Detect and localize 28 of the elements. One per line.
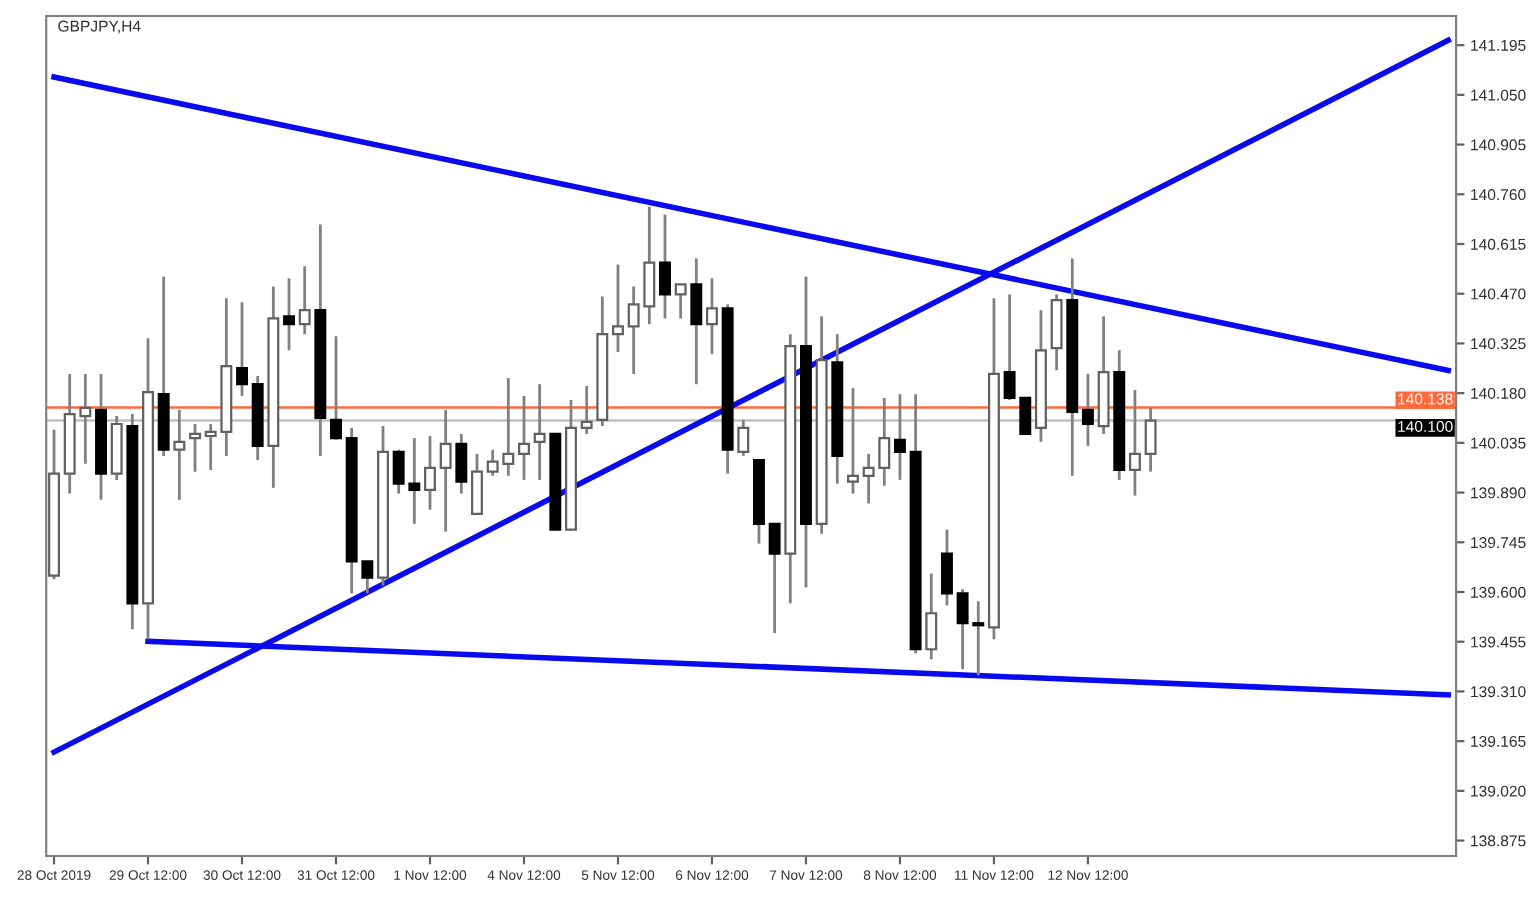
candlestick: [737, 418, 750, 458]
candlestick: [768, 522, 781, 635]
candlestick: [424, 434, 436, 512]
candlestick: [846, 386, 859, 495]
candlestick: [940, 528, 953, 607]
candlestick: [518, 394, 530, 482]
candlestick: [1144, 406, 1157, 474]
candlestick: [189, 422, 201, 474]
candlestick: [580, 384, 593, 436]
candlestick: [455, 432, 468, 495]
candlestick: [893, 392, 906, 482]
candlestick: [330, 334, 342, 442]
candlestick: [283, 276, 295, 352]
candlestick: [612, 263, 624, 354]
candlestick: [236, 300, 248, 398]
candlestick: [690, 257, 703, 386]
candlestick: [471, 452, 483, 516]
candlestick: [1081, 372, 1094, 448]
candlestick: [674, 283, 687, 320]
candlestick: [1050, 293, 1063, 372]
candlestick: [533, 382, 546, 482]
candlestick: [659, 213, 671, 320]
candlestick: [439, 408, 452, 534]
candlestick: [298, 264, 311, 336]
candlestick: [706, 276, 718, 356]
candlestick: [925, 572, 938, 661]
candlestick: [173, 408, 186, 502]
candlestick: [1128, 388, 1141, 498]
